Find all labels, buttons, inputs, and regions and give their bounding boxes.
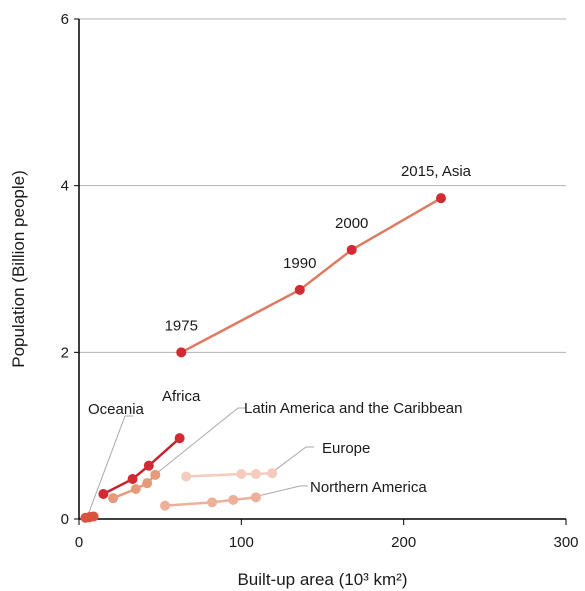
series-line-latin-america-and-the-caribbean: [112, 473, 157, 500]
annotation-latin-america: Latin America and the Caribbean: [244, 400, 462, 417]
axes: 0 2 4 6 0 100 200 300 Built-up area (10³ km²) Pop…: [9, 11, 579, 589]
annotation-leaders: [86, 407, 314, 518]
data-point-europe: [236, 469, 247, 479]
asia-point-label: 1975: [165, 317, 198, 334]
data-point-oceania: [88, 511, 99, 522]
series-line-europe: [186, 471, 273, 478]
data-point-africa: [98, 489, 109, 499]
data-point-latin-america-and-the-caribbean: [142, 478, 153, 489]
y-tick-label: 6: [61, 11, 69, 28]
data-point-africa: [143, 460, 154, 471]
y-tick-label: 0: [61, 511, 69, 528]
data-point-africa: [127, 474, 138, 484]
data-point-northern-america: [207, 497, 218, 508]
y-tick-label: 2: [61, 344, 69, 361]
data-point-latin-america-and-the-caribbean: [130, 484, 141, 494]
leader-line: [271, 446, 314, 473]
data-point-northern-america: [250, 492, 261, 503]
data-point-northern-america: [228, 494, 239, 505]
annotation-africa: Africa: [162, 388, 201, 405]
x-tick-label: 100: [229, 534, 254, 551]
data-point-europe: [250, 469, 261, 479]
data-point-asia: [176, 347, 187, 358]
leader-line: [255, 485, 308, 497]
annotation-oceania: Oceania: [88, 401, 145, 418]
data-point-asia: [346, 244, 357, 255]
x-tick-label: 200: [391, 534, 416, 551]
annotation-europe: Europe: [322, 440, 370, 457]
series-line-africa: [102, 437, 181, 496]
data-point-northern-america: [160, 500, 171, 511]
data-point-latin-america-and-the-caribbean: [108, 493, 119, 504]
asia-point-label: 2000: [335, 215, 368, 232]
x-tick-label: 300: [553, 534, 578, 551]
gridlines: [79, 18, 566, 353]
x-tick-label: 0: [75, 534, 83, 551]
data-point-europe: [181, 471, 192, 482]
leader-line: [156, 407, 246, 474]
asia-point-label: 1990: [283, 255, 316, 272]
data-point-europe: [267, 468, 278, 479]
y-axis-title: Population (Billion people): [9, 170, 28, 368]
leader-line: [86, 415, 133, 518]
labels-layer: 1975 1990 2000 2015, Asia Oceania Africa Latin…: [88, 163, 472, 496]
x-axis-title: Built-up area (10³ km²): [237, 570, 407, 589]
asia-point-label: 2015, Asia: [401, 163, 472, 180]
series-layer: [80, 193, 447, 523]
data-point-asia: [436, 193, 447, 204]
data-point-africa: [174, 433, 185, 444]
annotation-northern-america: Northern America: [310, 479, 427, 496]
y-tick-label: 4: [61, 178, 69, 195]
data-point-asia: [294, 284, 305, 295]
data-point-latin-america-and-the-caribbean: [150, 469, 161, 480]
series-line-asia: [180, 197, 442, 354]
series-line-northern-america: [164, 496, 257, 507]
